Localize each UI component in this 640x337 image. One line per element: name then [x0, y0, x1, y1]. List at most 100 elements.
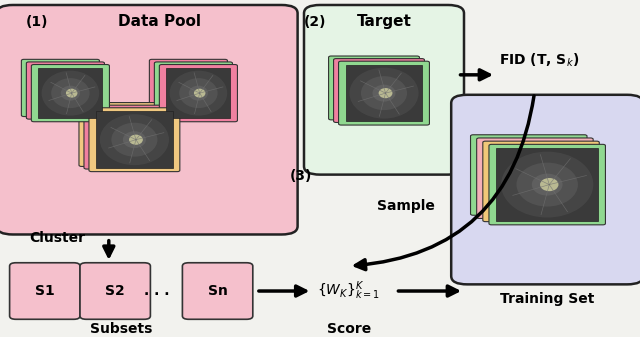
FancyBboxPatch shape: [346, 65, 422, 121]
Ellipse shape: [534, 175, 552, 188]
Ellipse shape: [351, 71, 397, 105]
Text: Subsets: Subsets: [90, 322, 153, 336]
Ellipse shape: [42, 71, 99, 116]
Ellipse shape: [113, 126, 136, 143]
Ellipse shape: [344, 65, 413, 116]
FancyBboxPatch shape: [38, 68, 102, 118]
FancyBboxPatch shape: [340, 62, 417, 119]
Ellipse shape: [61, 86, 72, 95]
Ellipse shape: [118, 129, 141, 146]
Text: $\{W_K\}_{k=1}^K$: $\{W_K\}_{k=1}^K$: [317, 280, 380, 302]
Ellipse shape: [532, 174, 563, 195]
Ellipse shape: [61, 86, 80, 101]
Ellipse shape: [36, 68, 94, 113]
FancyBboxPatch shape: [489, 144, 605, 225]
FancyBboxPatch shape: [26, 62, 104, 119]
FancyBboxPatch shape: [484, 142, 586, 215]
Ellipse shape: [520, 167, 550, 189]
Ellipse shape: [129, 134, 143, 145]
Ellipse shape: [164, 68, 222, 113]
Ellipse shape: [525, 171, 556, 192]
Ellipse shape: [361, 76, 407, 110]
Text: (1): (1): [26, 14, 48, 29]
Text: Score: Score: [326, 322, 371, 336]
FancyBboxPatch shape: [28, 63, 92, 113]
Ellipse shape: [510, 159, 572, 203]
Text: Cluster: Cluster: [29, 231, 86, 245]
FancyBboxPatch shape: [84, 105, 175, 169]
FancyBboxPatch shape: [333, 59, 424, 122]
Ellipse shape: [522, 168, 540, 182]
Text: FID (T, S$_k$): FID (T, S$_k$): [499, 51, 579, 68]
Text: (3): (3): [290, 169, 312, 183]
FancyBboxPatch shape: [477, 139, 580, 212]
FancyBboxPatch shape: [483, 141, 599, 222]
FancyBboxPatch shape: [89, 108, 180, 172]
Ellipse shape: [501, 152, 593, 217]
Ellipse shape: [369, 83, 383, 93]
Ellipse shape: [179, 78, 218, 108]
Ellipse shape: [56, 84, 67, 92]
FancyBboxPatch shape: [79, 102, 170, 166]
Ellipse shape: [111, 123, 157, 157]
Text: S1: S1: [35, 284, 54, 298]
Ellipse shape: [170, 71, 227, 116]
Ellipse shape: [495, 149, 587, 214]
Ellipse shape: [504, 156, 566, 200]
Ellipse shape: [159, 65, 217, 111]
Ellipse shape: [56, 83, 75, 98]
Ellipse shape: [123, 131, 146, 148]
Ellipse shape: [513, 164, 544, 186]
Ellipse shape: [189, 86, 208, 101]
Ellipse shape: [528, 172, 546, 185]
Ellipse shape: [184, 83, 203, 98]
FancyBboxPatch shape: [156, 63, 220, 113]
FancyBboxPatch shape: [182, 263, 253, 319]
FancyBboxPatch shape: [161, 66, 225, 116]
Ellipse shape: [101, 118, 147, 151]
FancyBboxPatch shape: [80, 263, 150, 319]
FancyBboxPatch shape: [154, 62, 232, 119]
Text: Sn: Sn: [207, 284, 228, 298]
FancyBboxPatch shape: [91, 109, 168, 165]
FancyBboxPatch shape: [159, 64, 237, 122]
Ellipse shape: [31, 65, 89, 111]
FancyBboxPatch shape: [451, 95, 640, 284]
FancyBboxPatch shape: [477, 138, 593, 218]
FancyBboxPatch shape: [31, 64, 109, 122]
Ellipse shape: [169, 73, 207, 103]
Ellipse shape: [189, 86, 200, 95]
FancyBboxPatch shape: [21, 59, 99, 117]
FancyBboxPatch shape: [10, 263, 80, 319]
FancyBboxPatch shape: [496, 148, 598, 221]
Ellipse shape: [379, 88, 392, 98]
Ellipse shape: [356, 73, 402, 108]
FancyBboxPatch shape: [328, 56, 419, 120]
FancyBboxPatch shape: [304, 5, 464, 175]
Ellipse shape: [483, 142, 575, 208]
Text: Data Pool: Data Pool: [118, 14, 202, 29]
FancyBboxPatch shape: [96, 112, 173, 168]
Ellipse shape: [66, 89, 77, 98]
FancyBboxPatch shape: [166, 68, 230, 118]
Ellipse shape: [540, 178, 559, 191]
Ellipse shape: [498, 153, 559, 197]
FancyBboxPatch shape: [335, 60, 412, 116]
Ellipse shape: [51, 78, 90, 108]
FancyBboxPatch shape: [33, 66, 97, 116]
Ellipse shape: [516, 163, 578, 207]
Ellipse shape: [489, 145, 581, 211]
Ellipse shape: [349, 68, 419, 119]
Ellipse shape: [95, 112, 164, 162]
Ellipse shape: [119, 129, 133, 140]
FancyBboxPatch shape: [339, 61, 429, 125]
Text: S2: S2: [106, 284, 125, 298]
FancyBboxPatch shape: [470, 135, 587, 215]
Text: (2): (2): [304, 14, 326, 29]
Ellipse shape: [174, 75, 212, 105]
Text: Sample: Sample: [378, 199, 435, 213]
Ellipse shape: [362, 80, 385, 96]
Ellipse shape: [367, 82, 390, 99]
Ellipse shape: [179, 81, 198, 95]
FancyBboxPatch shape: [490, 145, 592, 218]
